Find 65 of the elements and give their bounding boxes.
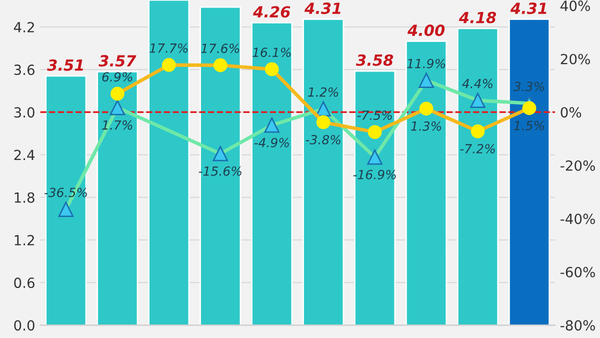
data-label: 17.7%: [150, 43, 188, 53]
point: [470, 92, 486, 108]
bar: [406, 40, 448, 326]
point: [110, 86, 124, 101]
y2-tick-label: -80%: [560, 320, 595, 331]
point: [264, 62, 279, 76]
y-tick-label: 3.6: [14, 64, 34, 76]
point: [368, 125, 382, 140]
point: [264, 118, 280, 133]
data-label: 4.4%: [462, 78, 493, 88]
y-tick-label: 0.6: [14, 278, 34, 288]
data-label: 4.31: [510, 2, 546, 14]
data-label: 1.5%: [514, 120, 544, 130]
data-label: 16.1%: [252, 48, 291, 58]
data-label: 1.7%: [102, 120, 132, 130]
data-label: -7.2%: [460, 144, 495, 154]
y2-tick-label: 40%: [560, 0, 590, 12]
data-label: 6.9%: [102, 72, 132, 82]
bar: [354, 70, 396, 326]
data-label: 4.26: [253, 6, 290, 18]
data-label: -7.5%: [357, 110, 392, 120]
point: [110, 100, 126, 116]
bar: [45, 75, 87, 326]
bar: [200, 6, 242, 326]
point: [316, 101, 331, 117]
point: [58, 202, 74, 217]
y-tick-label: 1.8: [14, 192, 34, 203]
bar: [96, 71, 138, 326]
point: [367, 149, 382, 165]
y-tick-label: 1.2: [14, 234, 34, 246]
data-label: 3.57: [98, 55, 136, 67]
point: [418, 72, 434, 88]
point: [316, 115, 330, 130]
y-tick-label: 3.0: [14, 107, 34, 118]
bar: [251, 22, 293, 326]
data-label: 11.9%: [407, 58, 446, 68]
point: [419, 102, 434, 116]
data-label: 3.3%: [513, 82, 544, 92]
bar: [457, 28, 499, 326]
point: [213, 58, 228, 72]
y2-tick-label: 20%: [560, 54, 590, 64]
data-label: -3.8%: [306, 134, 340, 144]
y2-tick-label: -40%: [560, 214, 595, 224]
y2-tick-label: 0%: [560, 107, 582, 118]
data-label: 17.6%: [201, 44, 240, 54]
data-label: 3.58: [356, 54, 394, 66]
bar: [508, 18, 550, 326]
y2-tick-label: -20%: [560, 160, 595, 171]
data-label: 3.51: [47, 59, 83, 71]
y-tick-label: 4.2: [14, 22, 34, 32]
y-tick-label: 0.0: [14, 320, 34, 331]
data-label: -4.9%: [254, 138, 289, 148]
point: [162, 58, 176, 72]
y-tick-label: 2.4: [14, 150, 35, 160]
data-label: 1.2%: [308, 87, 338, 97]
data-label: 4.00: [407, 24, 445, 36]
bar: [148, 0, 190, 326]
point: [212, 146, 228, 162]
data-label: 4.18: [458, 12, 496, 24]
bar: [302, 18, 344, 326]
data-label: 1.3%: [411, 121, 442, 131]
point: [470, 124, 485, 138]
y2-tick-label: -60%: [560, 266, 595, 278]
point: [522, 101, 536, 116]
data-label: 4.31: [304, 2, 340, 14]
